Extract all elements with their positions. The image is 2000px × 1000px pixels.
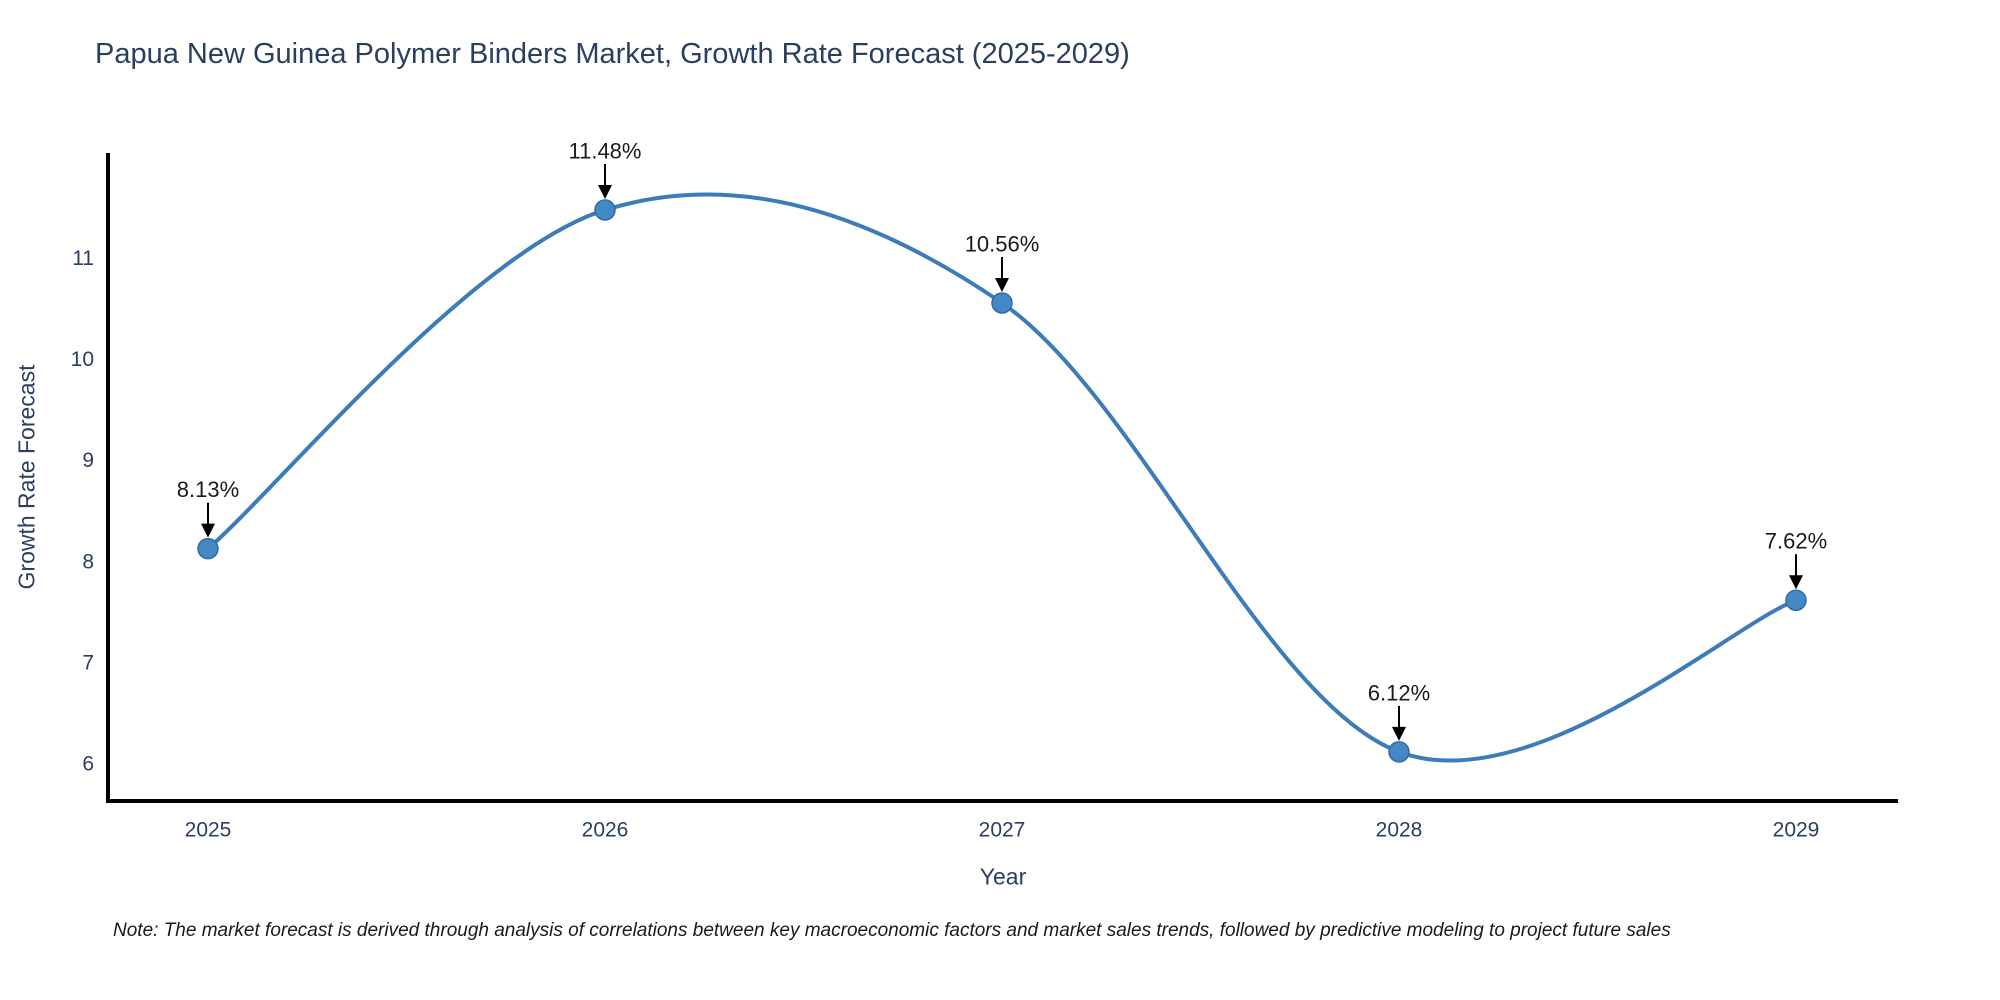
y-tick-label: 6 xyxy=(82,753,94,776)
y-tick-label: 11 xyxy=(72,247,94,270)
x-tick-label: 2027 xyxy=(979,819,1026,842)
data-point-marker[interactable] xyxy=(1388,741,1410,763)
x-tick-label: 2025 xyxy=(185,819,232,842)
data-point-label: 7.62% xyxy=(1765,529,1827,554)
data-point-marker[interactable] xyxy=(197,537,219,560)
data-point-label: 8.13% xyxy=(177,477,239,502)
y-tick-label: 8 xyxy=(82,550,94,573)
data-point-marker[interactable] xyxy=(594,199,616,221)
annotation-arrowhead-icon xyxy=(598,184,612,199)
y-tick-label: 10 xyxy=(71,348,94,371)
x-tick-label: 2028 xyxy=(1376,819,1423,842)
x-tick-label: 2026 xyxy=(582,819,629,842)
annotation-arrowhead-icon xyxy=(201,523,215,538)
annotation-arrowhead-icon xyxy=(1392,726,1406,741)
annotation-arrowhead-icon xyxy=(995,277,1009,292)
data-point-label: 10.56% xyxy=(965,231,1040,256)
x-axis-title: Year xyxy=(979,863,1027,890)
data-point-marker[interactable] xyxy=(991,292,1013,314)
chart-title: Papua New Guinea Polymer Binders Market,… xyxy=(95,38,1130,70)
data-point-label: 6.12% xyxy=(1368,680,1430,705)
data-point-marker[interactable] xyxy=(1785,589,1807,611)
footnote: Note: The market forecast is derived thr… xyxy=(113,920,1671,941)
y-tick-label: 7 xyxy=(82,651,94,674)
annotation-arrowhead-icon xyxy=(1789,575,1803,590)
x-tick-label: 2029 xyxy=(1773,819,1820,842)
y-tick-label: 9 xyxy=(82,449,94,472)
data-point-label: 11.48% xyxy=(569,138,642,163)
